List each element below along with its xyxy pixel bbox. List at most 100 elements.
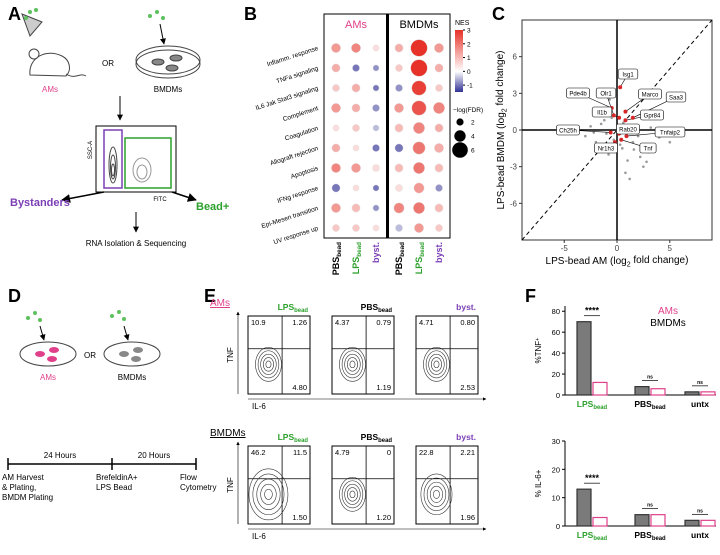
dot <box>435 224 443 232</box>
dot <box>331 103 341 113</box>
bystander-gate <box>103 129 123 189</box>
dot <box>395 84 403 92</box>
group-label: untx <box>691 399 709 409</box>
contour <box>260 483 277 505</box>
dot <box>372 164 380 172</box>
pathway-label: Allograft rejection <box>269 145 319 167</box>
bead <box>122 317 126 321</box>
plot-title-main: byst. <box>456 302 476 312</box>
dot <box>434 43 444 53</box>
bar <box>700 391 716 396</box>
dot <box>412 141 426 155</box>
gene-label: Tnfaip2 <box>660 131 681 137</box>
dot <box>352 64 360 72</box>
mouse-tail <box>65 73 87 77</box>
y-tick-label: 0 <box>556 391 560 400</box>
gene-label: Isg1 <box>622 73 634 79</box>
contour <box>132 157 152 183</box>
dish <box>19 341 77 367</box>
contour <box>339 477 366 512</box>
dot <box>351 43 361 53</box>
contour <box>428 353 445 375</box>
dish <box>103 341 161 367</box>
ams-label: AMs <box>40 373 56 382</box>
point <box>638 155 642 159</box>
gene-label: Marco <box>642 93 659 99</box>
bar <box>576 321 592 396</box>
dot <box>351 103 361 113</box>
dot <box>411 80 427 96</box>
plot-title-main: LPS <box>278 432 295 442</box>
gene-point <box>624 134 629 139</box>
contour <box>108 146 118 184</box>
bead-label: Bead+ <box>196 201 229 213</box>
plot-title-sub: bead <box>378 438 392 444</box>
contour <box>433 360 440 369</box>
step-label: Cytometry <box>180 483 216 492</box>
cell <box>119 351 129 357</box>
group-label: LPSbead <box>577 399 608 411</box>
column-label: PBSbead <box>331 242 343 275</box>
flow-plot <box>331 445 395 525</box>
panel-label: B <box>244 4 257 24</box>
step-label: BrefeldinA+ <box>96 473 138 482</box>
rna-label: RNA Isolation & Sequencing <box>86 239 187 248</box>
dot <box>411 100 427 116</box>
x-axis-label-sub: 2 <box>627 261 631 268</box>
bead <box>155 10 159 14</box>
quadrant-value: 1.20 <box>376 513 391 522</box>
gene-label: Saa3 <box>669 96 684 102</box>
bead <box>28 10 32 14</box>
plot-title: byst. <box>456 432 476 442</box>
y-tick-label: 0 <box>513 126 518 135</box>
point <box>628 177 631 181</box>
y-axis-label: LPS-bead BMDM (log2 fold change) <box>495 51 509 210</box>
bar <box>576 488 592 527</box>
column-label: byst. <box>371 242 381 263</box>
gene-point <box>617 115 622 120</box>
contour <box>423 347 450 382</box>
axis-label: IL-6 <box>252 532 266 541</box>
quadrant-value: 0.80 <box>460 318 475 327</box>
legend-entry: BMDMs <box>650 318 686 329</box>
group-label-sub: bead <box>593 405 607 411</box>
group-label: BMDMs <box>399 19 439 31</box>
gene-label: Nr1h3 <box>598 147 615 153</box>
gene-box <box>594 142 618 154</box>
size-key-label: 2 <box>471 120 475 127</box>
dot <box>393 202 405 214</box>
point <box>626 159 629 162</box>
legend-entry: AMs <box>658 306 678 317</box>
color-tick-label: 3 <box>467 28 471 35</box>
gene-point <box>618 85 623 90</box>
step-label: AM Harvest <box>2 473 45 482</box>
point <box>599 122 603 126</box>
point <box>584 134 587 138</box>
panel-a-art <box>21 8 201 233</box>
contour <box>256 478 281 510</box>
group-label-main: untx <box>691 399 709 409</box>
group-label-sub: bead <box>652 536 666 542</box>
point <box>622 121 625 124</box>
y-tick-label: 20 <box>552 465 560 474</box>
group-label-main: LPS <box>577 530 594 540</box>
dot <box>352 184 360 192</box>
gene-label: Pde4b <box>569 92 587 98</box>
point <box>607 153 610 156</box>
quadrant-value: 0 <box>387 448 391 457</box>
contour <box>426 481 447 507</box>
row-label: BMDMs <box>210 428 246 439</box>
dot <box>331 183 341 193</box>
y-tick-label: 30 <box>552 437 560 446</box>
panel-d-art <box>7 310 197 470</box>
quadrant-value: 10.9 <box>251 318 266 327</box>
plot-title-sub: bead <box>294 438 308 444</box>
bar <box>684 519 700 527</box>
group-label-main: LPS <box>577 399 594 409</box>
plot-title: LPSbead <box>278 432 309 444</box>
y-tick-label: 60 <box>552 328 560 337</box>
quadrant-value: 4.80 <box>292 383 307 392</box>
pathway-label: IFNg response <box>277 185 320 205</box>
contour <box>423 477 450 511</box>
